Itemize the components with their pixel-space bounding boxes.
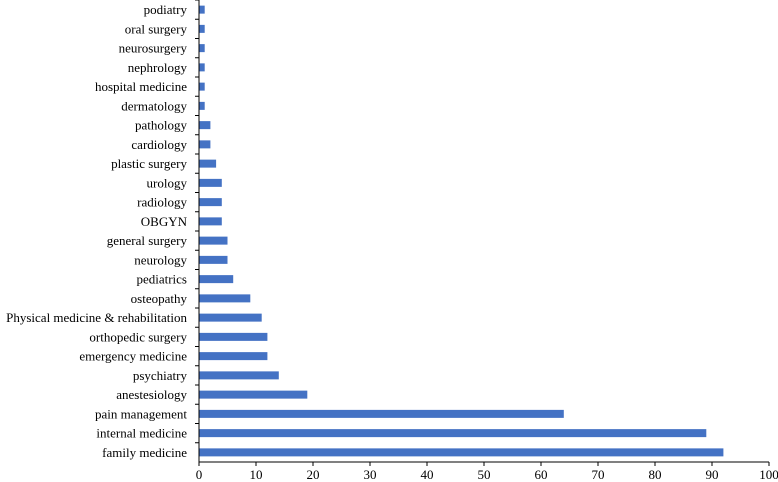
x-tick-label-50: 50: [478, 467, 491, 482]
bar-nephrology: [199, 63, 205, 72]
bar-orthopedic-surgery: [199, 332, 268, 341]
category-label-radiology: radiology: [137, 195, 187, 210]
category-label-psychiatry: psychiatry: [133, 368, 188, 383]
category-label-pain-management: pain management: [95, 406, 187, 421]
x-tick-label-80: 80: [649, 467, 662, 482]
category-label-pathology: pathology: [135, 118, 187, 133]
bar-anestesiology: [199, 390, 308, 399]
bar-physical-medicine-and-rehabilitation: [199, 313, 262, 322]
x-tick-label-90: 90: [706, 467, 719, 482]
x-tick-label-20: 20: [307, 467, 320, 482]
bar-pediatrics: [199, 275, 234, 284]
category-label-hospital-medicine: hospital medicine: [95, 79, 187, 94]
bars-group: [199, 5, 724, 457]
category-label-cardiology: cardiology: [131, 137, 187, 152]
x-tick-label-40: 40: [421, 467, 434, 482]
category-labels: podiatry oral surgery neurosurgery nephrolo…: [6, 2, 187, 460]
bar-obgyn: [199, 217, 222, 226]
category-label-plastic-surgery: plastic surgery: [111, 156, 187, 171]
bar-plastic-surgery: [199, 159, 217, 168]
bar-cardiology: [199, 140, 211, 149]
category-label-family-medicine: family medicine: [102, 445, 187, 460]
bar-neurosurgery: [199, 44, 205, 53]
category-label-neurosurgery: neurosurgery: [119, 41, 188, 56]
x-tick-label-60: 60: [535, 467, 548, 482]
x-tick-label-30: 30: [364, 467, 377, 482]
category-label-nephrology: nephrology: [128, 60, 188, 75]
category-label-anestesiology: anestesiology: [116, 387, 187, 402]
category-label-pediatrics: pediatrics: [136, 272, 187, 287]
x-tick-label-70: 70: [592, 467, 605, 482]
bar-psychiatry: [199, 371, 279, 380]
category-label-internal-medicine: internal medicine: [96, 426, 187, 441]
category-label-neurology: neurology: [134, 252, 187, 267]
bar-radiology: [199, 198, 222, 207]
x-tick-label-10: 10: [250, 467, 263, 482]
category-label-dermatology: dermatology: [121, 98, 187, 113]
category-label-obgyn: OBGYN: [141, 214, 188, 229]
category-label-general-surgery: general surgery: [107, 233, 188, 248]
bar-family-medicine: [199, 448, 724, 457]
y-axis: [195, 0, 200, 462]
bar-pathology: [199, 121, 211, 130]
bar-internal-medicine: [199, 429, 707, 438]
x-tick-label-100: 100: [759, 467, 778, 482]
bar-general-surgery: [199, 236, 228, 245]
category-label-orthopedic-surgery: orthopedic surgery: [89, 329, 187, 344]
bar-dermatology: [199, 101, 205, 110]
bar-hospital-medicine: [199, 82, 205, 91]
bar-pain-management: [199, 409, 564, 418]
category-label-oral-surgery: oral surgery: [125, 21, 188, 36]
bar-osteopathy: [199, 294, 251, 303]
x-tick-label-0: 0: [196, 467, 203, 482]
category-label-osteopathy: osteopathy: [131, 291, 188, 306]
bar-podiatry: [199, 5, 205, 14]
bar-oral-surgery: [199, 24, 205, 33]
bar-emergency-medicine: [199, 352, 268, 361]
category-label-urology: urology: [147, 175, 188, 190]
category-label-emergency-medicine: emergency medicine: [79, 349, 187, 364]
bar-urology: [199, 178, 222, 187]
x-axis: 0 10 20 30 40 50 60 70 80 90 100: [196, 461, 778, 482]
category-label-physical-medicine-and-rehabilitation: Physical medicine & rehabilitation: [6, 310, 187, 325]
category-label-podiatry: podiatry: [144, 2, 188, 17]
bar-neurology: [199, 255, 228, 264]
